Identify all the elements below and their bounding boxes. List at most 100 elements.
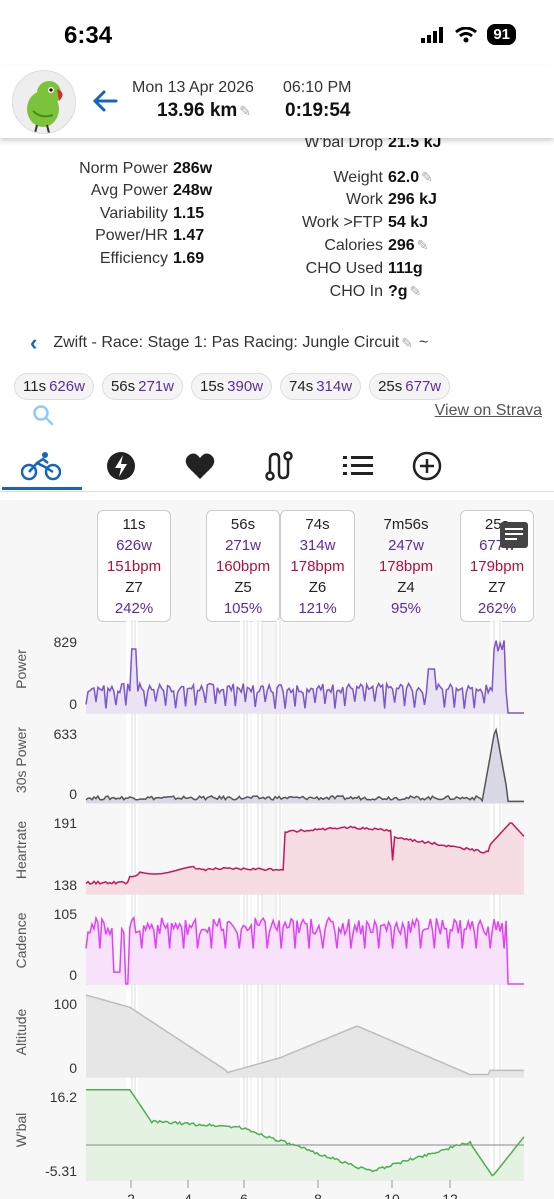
stat-work: Work 296 kJ [283, 191, 437, 209]
tooltip-hr: 178bpm [378, 558, 434, 575]
pencil-icon[interactable]: ✎ [409, 283, 422, 299]
avatar[interactable] [12, 70, 76, 134]
tab-route[interactable] [256, 448, 302, 484]
stat-label: Weight [333, 169, 383, 186]
axis-title: Cadence [13, 912, 29, 968]
chevron-left-icon[interactable]: ‹ [30, 330, 38, 355]
tab-ride[interactable] [18, 448, 64, 484]
view-on-strava-link[interactable]: View on Strava [434, 402, 542, 419]
x-tick-label: 4 [184, 1191, 192, 1199]
series-area [86, 729, 524, 803]
status-time: 6:34 [64, 22, 113, 49]
axis-title: W'bal [13, 1113, 29, 1148]
axis-title: Altitude [13, 1008, 29, 1055]
tooltip-hr: 151bpm [106, 558, 162, 575]
tooltip-percent: 121% [298, 600, 337, 617]
activity-date: Mon 13 Apr 2026 [132, 79, 254, 96]
tilde-icon[interactable]: ~ [418, 334, 429, 351]
chip-power: 314w [316, 378, 353, 395]
axis-min-label: 0 [69, 786, 77, 802]
pencil-icon[interactable]: ✎ [421, 169, 433, 185]
x-tick-label: 12 [442, 1191, 458, 1199]
interval-band [275, 620, 282, 1180]
interval-chip[interactable]: 15s 390w [190, 373, 273, 400]
stat-label: CHO Used [305, 260, 383, 277]
pencil-icon[interactable]: ✎ [401, 334, 413, 351]
active-tab-indicator [2, 487, 82, 490]
stat-cho-used: CHO Used 111g [283, 260, 423, 278]
axis-min-label: 0 [69, 1060, 77, 1076]
stat-work-ftp: Work >FTP 54 kJ [283, 214, 428, 232]
stat-value: 54 kJ [388, 214, 429, 231]
parrot-icon [27, 81, 63, 133]
series-line [85, 727, 524, 803]
stat-norm-power: Norm Power 286w [73, 160, 212, 178]
interval-tooltip[interactable]: 11s 626w 151bpm Z7 242% [97, 510, 171, 622]
activity-name-row: ‹ Zwift - Race: Stage 1: Pas Racing: Jun… [30, 330, 428, 356]
activity-charts[interactable]: Power 829 0 30s Power 633 0 Heartrate 191 138 Cad… [0, 620, 554, 1199]
tooltip-zone: Z6 [308, 579, 327, 596]
interval-band [252, 620, 262, 1180]
activity-distance[interactable]: 13.96 km ✎ [157, 100, 251, 122]
stat-label: Efficiency [99, 250, 168, 267]
tab-power[interactable] [98, 448, 144, 484]
tooltip-hr: 160bpm [215, 558, 271, 575]
x-tick-label: 8 [314, 1191, 322, 1199]
axis-min-label: -5.31 [45, 1163, 77, 1179]
series-area [86, 1089, 524, 1180]
tooltip-power: 314w [299, 537, 336, 554]
pencil-icon[interactable]: ✎ [239, 103, 252, 119]
tab-add[interactable] [404, 448, 450, 484]
interval-tooltip[interactable]: 25s 677w 179bpm Z7 262% [460, 510, 534, 622]
tooltip-power: 247w [388, 537, 424, 554]
back-arrow-icon[interactable] [90, 86, 120, 116]
search-icon[interactable] [32, 404, 54, 426]
stat-cho-in: CHO In ?g ✎ [283, 283, 422, 301]
stat-value: 1.15 [173, 205, 205, 222]
chip-power: 271w [138, 378, 174, 395]
interval-tooltip[interactable]: 7m56s 247w 178bpm Z4 95% [358, 510, 454, 622]
battery-badge: 91 [487, 24, 516, 45]
chip-duration: 56s [110, 378, 136, 395]
comment-button[interactable] [500, 522, 528, 548]
chip-duration: 25s [378, 378, 403, 395]
tooltip-power: 271w [225, 537, 261, 554]
x-tick-label: 10 [384, 1191, 400, 1199]
axis-max-label: 105 [54, 906, 78, 922]
add-circle-icon [412, 451, 442, 481]
status-bar: 6:34 91 [0, 0, 554, 66]
interval-chip[interactable]: 11s 626w [14, 373, 94, 400]
tooltip-zone: Z7 [125, 579, 143, 596]
series-line [85, 640, 524, 714]
tooltip-power: 626w [116, 537, 152, 554]
series-area [86, 640, 524, 713]
chip-power: 390w [227, 378, 264, 395]
tooltip-hr: 179bpm [469, 558, 525, 575]
stat-efficiency: Efficiency 1.69 [73, 250, 204, 268]
series-line [85, 915, 524, 985]
tooltip-hr: 178bpm [290, 558, 345, 575]
tab-heart[interactable] [177, 448, 223, 484]
tab-list[interactable] [335, 448, 381, 484]
axis-min-label: 0 [69, 967, 77, 983]
list-icon [343, 456, 373, 475]
tooltip-duration: 56s [230, 516, 256, 533]
stat-label: CHO In [329, 283, 383, 300]
interval-chip[interactable]: 74s 314w [280, 373, 362, 400]
interval-tooltip[interactable]: 56s 271w 160bpm Z5 105% [206, 510, 280, 622]
stat-label: Norm Power [79, 160, 168, 177]
chip-duration: 15s [199, 378, 225, 395]
interval-tooltip[interactable]: 74s 314w 178bpm Z6 121% [280, 510, 355, 622]
pencil-icon[interactable]: ✎ [416, 237, 429, 253]
interval-chip[interactable]: 25s 677w [369, 373, 451, 400]
stat-value: 296 [388, 237, 415, 254]
interval-chip[interactable]: 56s 271w [101, 373, 183, 400]
x-tick-label: 6 [240, 1191, 248, 1199]
interval-chips: 11s 626w 56s 271w 15s 390w 74s 314w 25s 677w [14, 373, 451, 400]
stat-label: Calories [324, 237, 383, 254]
chip-power: 677w [405, 378, 442, 395]
series-area [86, 917, 524, 984]
series-line [85, 994, 524, 1076]
axis-max-label: 829 [54, 634, 78, 650]
